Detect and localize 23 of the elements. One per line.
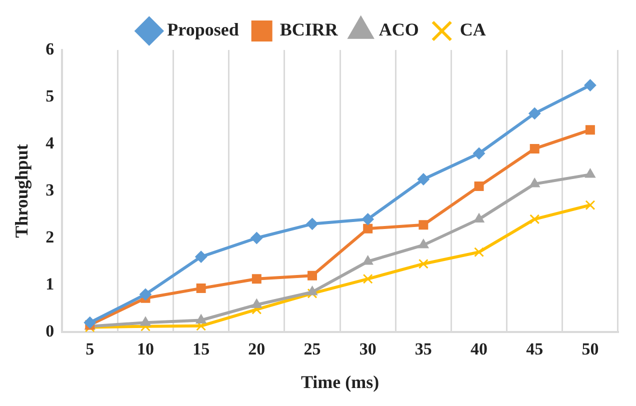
x-tick-label: 15 xyxy=(192,340,210,359)
x-tick-label: 40 xyxy=(470,340,488,359)
legend-label: ACO xyxy=(378,20,419,40)
x-tick-label: 50 xyxy=(582,340,599,359)
x-axis-title: Time (ms) xyxy=(300,372,380,392)
x-tick-label: 5 xyxy=(86,340,94,359)
x-tick-label: 10 xyxy=(136,340,154,359)
y-tick-label: 3 xyxy=(46,180,54,200)
x-tick-label: 35 xyxy=(414,340,432,359)
x-tick-label: 20 xyxy=(248,340,266,359)
legend-label: Proposed xyxy=(167,20,239,40)
y-tick-label: 6 xyxy=(46,39,54,58)
y-axis-title: Throughput xyxy=(11,144,32,238)
y-tick-label: 0 xyxy=(46,321,54,340)
legend-label: BCIRR xyxy=(280,20,339,40)
y-tick-label: 1 xyxy=(46,274,54,294)
y-tick-label: 4 xyxy=(46,133,55,152)
x-tick-label: 45 xyxy=(526,340,544,359)
y-tick-label: 2 xyxy=(46,227,54,246)
x-tick-label: 30 xyxy=(359,340,376,359)
y-tick-label: 5 xyxy=(46,86,54,106)
x-tick-label: 25 xyxy=(304,340,321,359)
legend-label: CA xyxy=(460,20,486,40)
